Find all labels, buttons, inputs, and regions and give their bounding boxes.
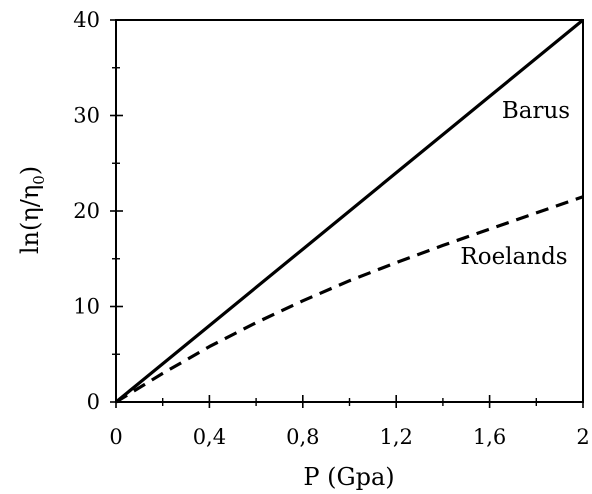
y-axis-label-main: ln(η/η bbox=[16, 185, 44, 254]
y-tick-label: 30 bbox=[73, 104, 100, 128]
y-tick-label: 20 bbox=[73, 199, 100, 223]
series-group bbox=[114, 18, 585, 404]
x-tick-label: 1,6 bbox=[473, 425, 506, 449]
series-label-roelands: Roelands bbox=[460, 244, 567, 270]
y-tick-label: 40 bbox=[73, 8, 100, 32]
x-tick-label: 0,8 bbox=[286, 425, 319, 449]
series-line-roelands bbox=[115, 195, 584, 404]
x-axis-label: P (Gpa) bbox=[303, 463, 394, 491]
series-label-barus: Barus bbox=[502, 98, 570, 124]
x-tick-label: 1,2 bbox=[379, 425, 412, 449]
x-tick-label: 0 bbox=[109, 425, 122, 449]
y-tick-label: 10 bbox=[73, 295, 100, 319]
y-tick-label: 0 bbox=[87, 390, 100, 414]
y-axis-label-subscript: 0 bbox=[30, 175, 48, 185]
x-tick-label: 2 bbox=[576, 425, 589, 449]
y-axis-label-close: ) bbox=[16, 166, 44, 175]
y-axis-label: ln(η/η0) bbox=[16, 166, 48, 254]
series-line-barus bbox=[114, 18, 585, 404]
x-tick-label: 0,4 bbox=[193, 425, 226, 449]
